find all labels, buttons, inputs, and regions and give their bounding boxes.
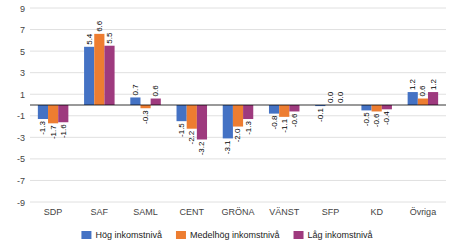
- data-labels: -1.3 5.4 0.7 -1.5 -3.1 -0.8 -0.1 -0.5 1.2 -1.7 6.6…: [38, 20, 437, 155]
- x-tick-label: VÄNST: [269, 207, 300, 217]
- data-label: -0.1: [316, 108, 325, 122]
- bar: [58, 105, 68, 122]
- data-label: -0.4: [382, 111, 391, 125]
- bar: [130, 97, 140, 105]
- bar: [94, 34, 104, 105]
- legend-swatch: [176, 231, 186, 239]
- bar: [223, 105, 233, 138]
- x-tick-label: SAF: [91, 207, 109, 217]
- grid-line: [30, 202, 446, 203]
- data-label: -2.2: [187, 130, 196, 144]
- x-tick-label: SFP: [322, 207, 340, 217]
- legend-label: Låg inkomstnivå: [308, 230, 373, 240]
- bar: [408, 92, 418, 105]
- y-tick-label: 1: [20, 90, 25, 100]
- y-tick-label: 7: [20, 25, 25, 35]
- bar: [38, 105, 48, 119]
- legend: Hög inkomstnivå Medelhög inkomstnivå Låg i…: [81, 230, 372, 240]
- legend-swatch: [294, 231, 304, 239]
- bar: [269, 105, 279, 114]
- bar: [104, 46, 114, 105]
- data-label: -2.0: [234, 128, 243, 142]
- data-label: 5.4: [85, 33, 94, 45]
- grid-line: [30, 29, 446, 30]
- y-tick-label: 5: [20, 47, 25, 57]
- data-label: 1.2: [429, 78, 438, 90]
- data-label: -0.8: [270, 115, 279, 129]
- y-tick-label: -1: [17, 111, 25, 121]
- bar: [187, 105, 197, 129]
- grid-line: [30, 158, 446, 159]
- x-tick-label: SAML: [133, 207, 158, 217]
- data-label: -3.2: [197, 141, 206, 155]
- bars: [38, 34, 438, 140]
- y-tick-label: -7: [17, 176, 25, 186]
- bar: [382, 105, 392, 109]
- x-tick-label: Övriga: [410, 207, 437, 217]
- y-tick-label: 3: [20, 68, 25, 78]
- bar: [289, 105, 299, 111]
- legend-label: Hög inkomstnivå: [95, 230, 162, 240]
- bar: [140, 105, 150, 108]
- y-tick-label: -9: [17, 198, 25, 208]
- bar: [48, 105, 58, 123]
- x-tick-label: CENT: [180, 207, 205, 217]
- zero-line: [30, 105, 446, 106]
- bar: [372, 105, 382, 111]
- bar: [418, 99, 428, 105]
- data-label: -0.6: [290, 113, 299, 127]
- x-tick-label: GRÖNA: [221, 207, 254, 217]
- data-label: 0.0: [326, 91, 335, 103]
- bar: [233, 105, 243, 127]
- data-label: 5.5: [105, 32, 114, 44]
- grid-line: [30, 8, 446, 9]
- x-tick-label: SDP: [44, 207, 63, 217]
- data-label: -1.1: [280, 118, 289, 132]
- bar: [151, 99, 161, 105]
- data-label: 0.6: [418, 85, 427, 97]
- grid: [30, 8, 446, 202]
- data-label: -0.3: [141, 110, 150, 124]
- data-label: -3.1: [223, 140, 232, 154]
- data-label: -0.5: [362, 112, 371, 126]
- y-tick-label: 9: [20, 4, 25, 14]
- data-label: -0.6: [372, 113, 381, 127]
- bar: [428, 92, 438, 105]
- bar: [177, 105, 187, 121]
- data-label: 0.6: [151, 85, 160, 97]
- bar: [84, 47, 94, 105]
- data-label: 0.7: [131, 84, 140, 96]
- data-label: -1.3: [38, 120, 47, 134]
- data-label: -1.3: [244, 120, 253, 134]
- data-label: -1.5: [177, 123, 186, 137]
- data-label: -1.6: [59, 124, 68, 138]
- legend-swatch: [81, 231, 91, 239]
- x-tick-label: KD: [370, 207, 383, 217]
- bar: [197, 105, 207, 139]
- data-label: 0.0: [336, 91, 345, 103]
- y-tick-label: -3: [17, 133, 25, 143]
- grid-line: [30, 180, 446, 181]
- data-label: -1.7: [49, 125, 58, 139]
- bar: [243, 105, 253, 119]
- chart: -9 -7 -5 -3 -1 1 3 5 7 9 -1.3 5.4 0.7 -1.5 -3.1 -0.8 -0.…: [0, 0, 454, 252]
- y-tick-label: -5: [17, 154, 25, 164]
- data-label: 6.6: [95, 20, 104, 32]
- bar: [279, 105, 289, 117]
- legend-label: Medelhög inkomstnivå: [190, 230, 280, 240]
- bar: [361, 105, 371, 110]
- data-label: 1.2: [408, 78, 417, 90]
